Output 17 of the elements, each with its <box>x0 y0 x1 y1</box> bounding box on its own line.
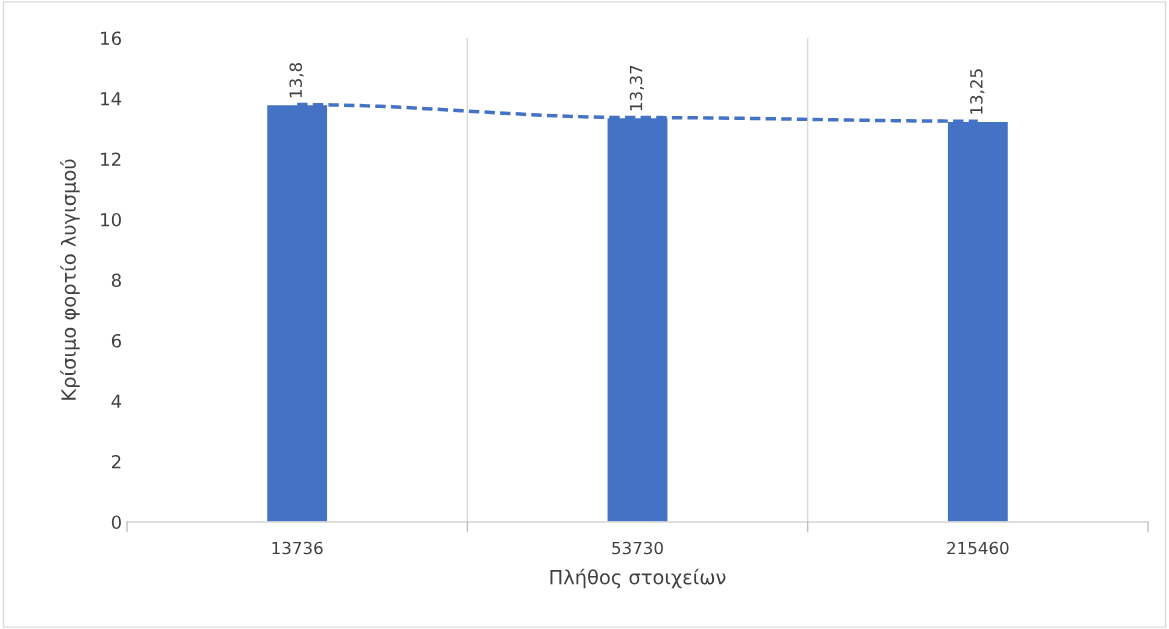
y-tick-label: 12 <box>101 152 121 166</box>
data-label: 13,37 <box>629 65 645 111</box>
y-tick-label: 2 <box>111 454 121 469</box>
y-axis-title: Κρίσιμο φορτίο λυγισμού <box>60 159 80 400</box>
x-axis-title: Πλήθος στοιχείων <box>550 568 726 589</box>
y-tick-label: 8 <box>111 273 121 288</box>
x-tick-label: 53730 <box>612 541 663 555</box>
y-tick-label: 14 <box>101 92 122 106</box>
y-tick-label: 16 <box>101 31 121 46</box>
y-tick-label: 6 <box>111 333 121 348</box>
x-tick-label: 215460 <box>947 541 1009 555</box>
y-tick-label: 4 <box>111 394 122 408</box>
data-label: 13,25 <box>970 69 985 114</box>
y-tick-label: 10 <box>101 212 121 227</box>
y-tick-label: 0 <box>111 515 121 530</box>
data-label: 13,8 <box>289 63 304 98</box>
x-tick-label: 13736 <box>272 541 323 555</box>
